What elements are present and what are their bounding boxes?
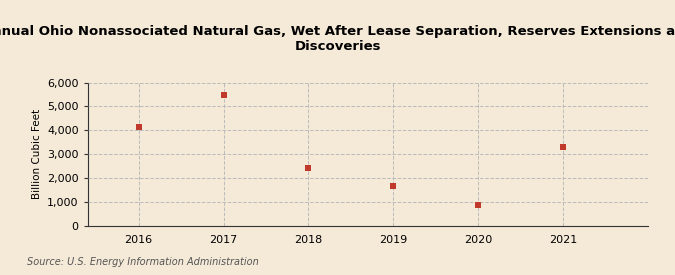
Text: Source: U.S. Energy Information Administration: Source: U.S. Energy Information Administ…	[27, 257, 259, 267]
Y-axis label: Billion Cubic Feet: Billion Cubic Feet	[32, 109, 42, 199]
Text: Annual Ohio Nonassociated Natural Gas, Wet After Lease Separation, Reserves Exte: Annual Ohio Nonassociated Natural Gas, W…	[0, 25, 675, 53]
